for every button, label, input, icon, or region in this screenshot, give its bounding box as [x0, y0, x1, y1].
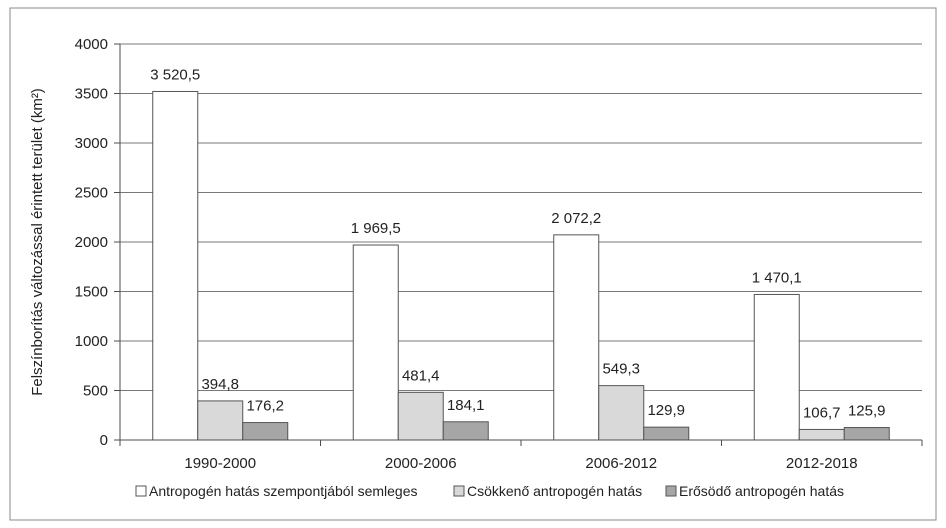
x-tick-label: 2006-2012 [585, 455, 657, 472]
y-tick-label: 1000 [75, 333, 108, 350]
data-label: 129,9 [647, 402, 685, 419]
data-label: 106,7 [803, 404, 841, 421]
data-label: 2 072,2 [551, 210, 601, 227]
x-tick-label: 1990-2000 [184, 455, 256, 472]
bar [152, 90, 199, 441]
y-tick-label: 2500 [75, 185, 108, 202]
y-axis-label: Felszínborítás változással érintett terü… [29, 88, 46, 396]
y-tick-label: 3500 [75, 86, 108, 103]
bar [242, 422, 289, 441]
legend-label: Antropogén hatás szempontjából semleges [149, 483, 418, 499]
bar [197, 400, 244, 441]
y-tick-label: 2000 [75, 234, 108, 251]
legend-label: Erősödő antropogén hatás [679, 483, 844, 499]
legend-label: Csökkenő antropogén hatás [467, 483, 642, 499]
legend: Antropogén hatás szempontjából semleges C… [135, 483, 844, 499]
y-tick-label: 0 [100, 432, 108, 449]
bar [442, 421, 489, 441]
legend-swatch [665, 485, 677, 497]
data-label: 3 520,5 [150, 66, 200, 83]
axes-layer: 0 500 1000 1500 2000 2500 3000 3500 4000 1990-200… [75, 36, 923, 472]
bar [352, 244, 399, 441]
chart-frame [9, 7, 937, 521]
legend-swatch [135, 485, 147, 497]
bar [598, 385, 645, 441]
legend-swatch [453, 485, 465, 497]
data-label: 176,2 [246, 398, 284, 415]
bar [798, 428, 845, 441]
bars-layer [152, 90, 890, 441]
bar [843, 427, 890, 441]
bar [643, 426, 690, 441]
y-tick-label: 500 [83, 383, 108, 400]
bar [397, 391, 444, 441]
x-tick-label: 2000-2006 [385, 455, 457, 472]
data-label: 184,1 [447, 397, 485, 414]
data-label: 125,9 [848, 403, 886, 420]
y-tick-label: 4000 [75, 36, 108, 53]
data-label: 394,8 [201, 376, 239, 393]
x-tick-label: 2012-2018 [786, 455, 858, 472]
data-label: 549,3 [602, 361, 640, 378]
data-label: 481,4 [402, 367, 440, 384]
data-label: 1 470,1 [752, 269, 802, 286]
y-tick-label: 3000 [75, 135, 108, 152]
labels-layer: 3 520,5 394,8 176,2 1 969,5 481,4 184,1 2 072,… [150, 66, 885, 421]
data-label: 1 969,5 [351, 220, 401, 237]
y-tick-label: 1500 [75, 284, 108, 301]
bar [553, 234, 600, 441]
bar [753, 293, 800, 441]
grid-layer [120, 43, 922, 391]
